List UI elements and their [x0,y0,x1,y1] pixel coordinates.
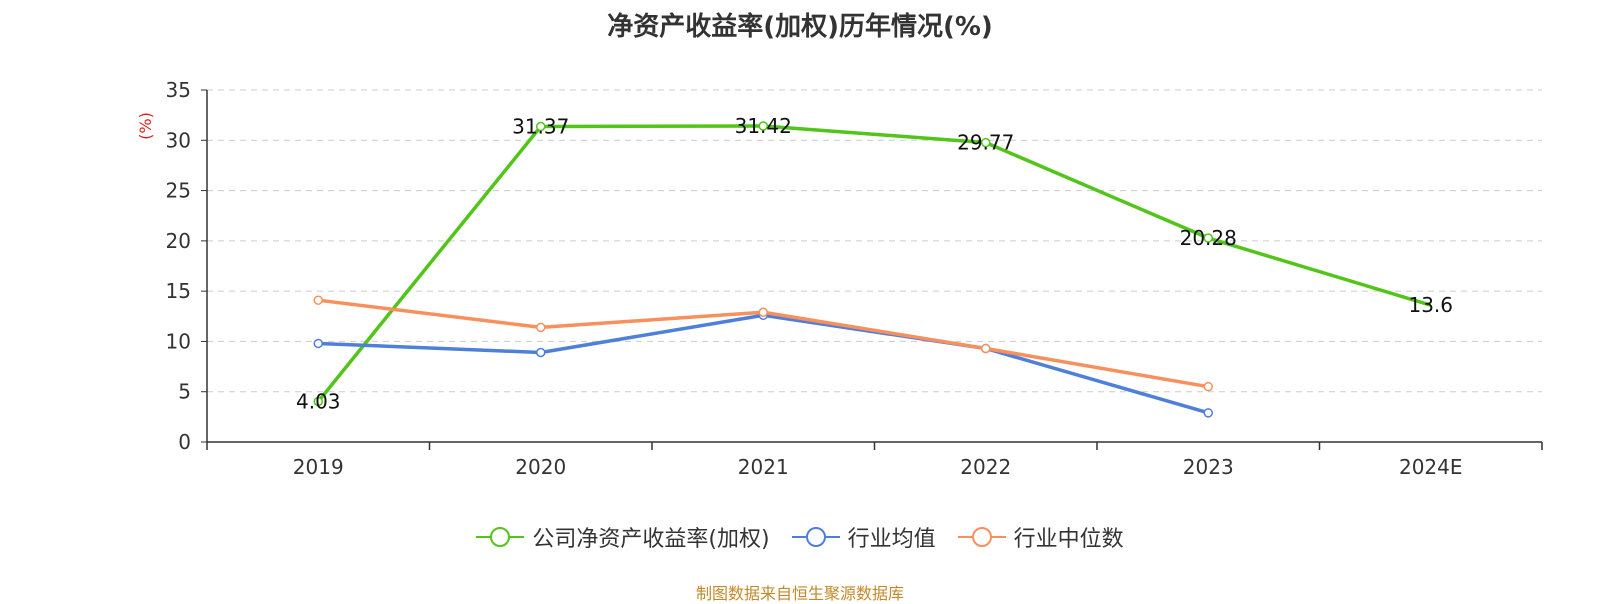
legend-swatch-icon [957,527,1006,547]
series-point-0 [758,121,768,131]
legend-item-0[interactable]: 公司净资产收益率(加权) [476,521,770,553]
data-label: 20.28 [1180,226,1237,250]
legend-swatch-circle [490,527,511,547]
series-point-2 [313,295,323,305]
y-axis-label: (%) [136,112,155,140]
data-label: 29.77 [957,131,1014,155]
x-tick-label: 2023 [1183,455,1234,479]
legend: 公司净资产收益率(加权) 行业均值 行业中位数 [0,521,1600,553]
series-point-1 [1203,408,1213,418]
legend-label: 行业中位数 [1013,527,1124,552]
y-tick-label: 30 [166,128,191,152]
series-point-1 [313,338,323,349]
legend-label: 公司净资产收益率(加权) [532,527,770,552]
series-line-0 [316,124,1432,403]
series-point-0 [1203,233,1213,243]
x-tick-label: 2020 [515,455,566,479]
source-note: 制图数据来自恒生聚源数据库 [695,584,904,603]
chart-title: 净资产收益率(加权)历年情况(%) [607,12,993,42]
x-tick-label: 2021 [738,455,789,479]
y-tick-label: 20 [166,229,191,253]
series-point-2 [536,322,546,333]
series-point-0 [981,137,991,148]
y-tick-label: 25 [166,179,191,203]
series-point-2 [1203,381,1213,392]
series-point-2 [758,307,768,318]
y-tick-label: 5 [178,380,191,404]
y-tick-label: 15 [166,279,191,303]
y-tick-label: 35 [166,78,191,102]
data-label: 31.37 [512,115,569,139]
legend-label: 行业均值 [847,527,936,552]
series-point-2 [981,343,991,354]
data-label: 4.03 [296,389,341,413]
legend-swatch-circle [805,527,826,547]
x-tick-label: 2022 [960,455,1011,479]
series-point-0 [536,121,546,132]
series-point-1 [536,347,546,358]
data-label: 31.42 [735,114,792,138]
x-tick-label: 2019 [293,455,344,479]
legend-item-2[interactable]: 行业中位数 [957,521,1124,553]
x-tick-label: 2024E [1399,455,1463,479]
series-point-0 [313,396,323,407]
y-tick-label: 0 [178,430,191,454]
y-tick-label: 10 [166,329,191,353]
legend-swatch-icon [791,527,840,547]
data-label: 13.6 [1408,293,1453,317]
legend-swatch-circle [971,527,992,547]
legend-item-1[interactable]: 行业均值 [791,521,936,553]
legend-swatch-icon [476,527,525,547]
